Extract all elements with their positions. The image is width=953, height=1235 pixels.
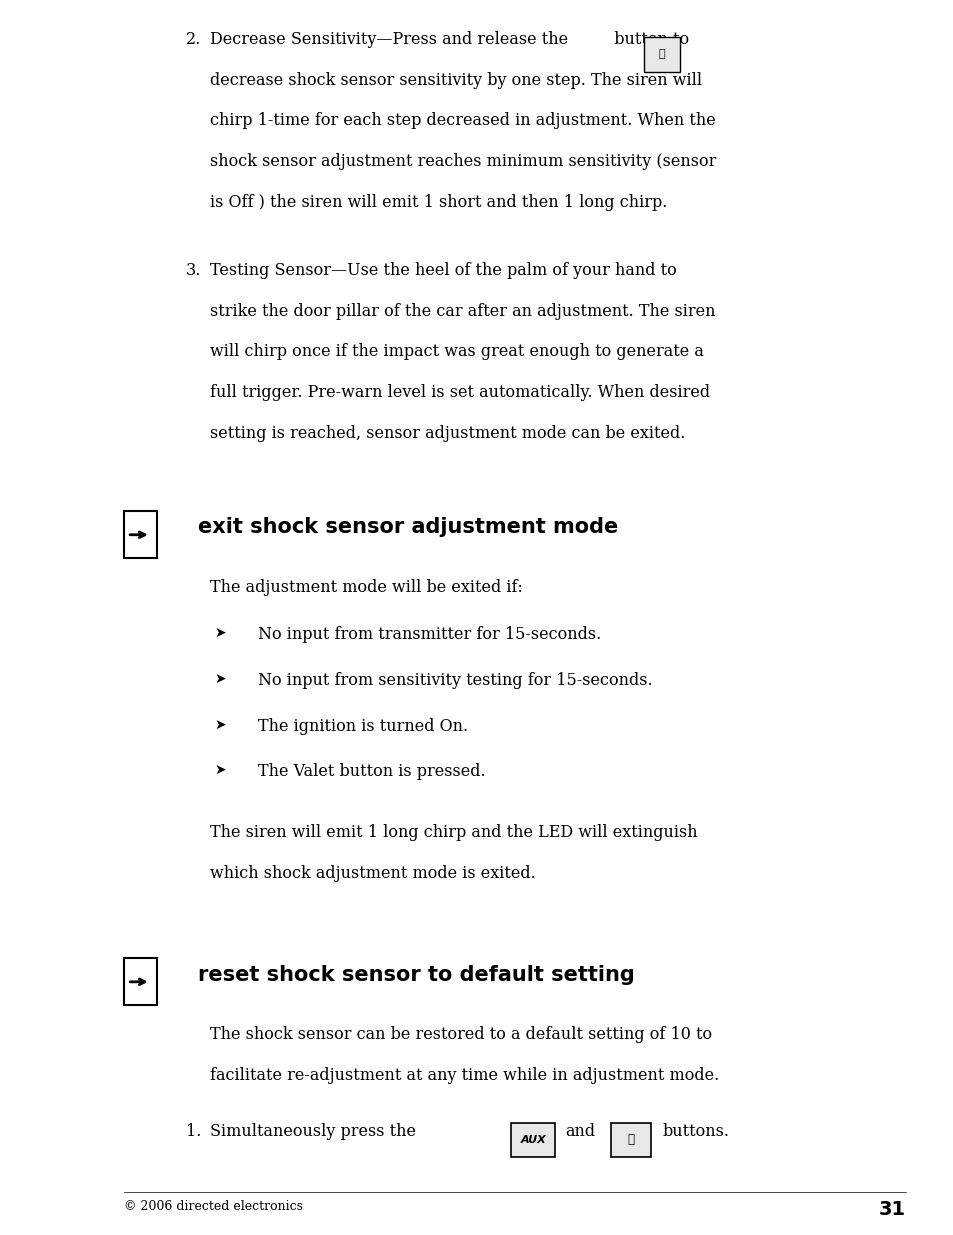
Text: setting is reached, sensor adjustment mode can be exited.: setting is reached, sensor adjustment mo…: [210, 425, 684, 442]
Text: reset shock sensor to default setting: reset shock sensor to default setting: [198, 965, 635, 984]
Text: AUX: AUX: [520, 1135, 545, 1145]
FancyBboxPatch shape: [643, 37, 679, 72]
Text: 31: 31: [879, 1200, 905, 1219]
FancyBboxPatch shape: [511, 1123, 555, 1157]
Text: strike the door pillar of the car after an adjustment. The siren: strike the door pillar of the car after …: [210, 303, 715, 320]
Text: © 2006 directed electronics: © 2006 directed electronics: [124, 1200, 303, 1214]
Text: The Valet button is pressed.: The Valet button is pressed.: [257, 763, 485, 781]
Text: The shock sensor can be restored to a default setting of 10 to: The shock sensor can be restored to a de…: [210, 1026, 711, 1044]
Text: and: and: [564, 1123, 595, 1140]
Text: The adjustment mode will be exited if:: The adjustment mode will be exited if:: [210, 579, 522, 597]
Text: will chirp once if the impact was great enough to generate a: will chirp once if the impact was great …: [210, 343, 703, 361]
Text: No input from transmitter for 15-seconds.: No input from transmitter for 15-seconds…: [257, 626, 600, 643]
Text: exit shock sensor adjustment mode: exit shock sensor adjustment mode: [198, 517, 618, 537]
Text: No input from sensitivity testing for 15-seconds.: No input from sensitivity testing for 15…: [257, 672, 652, 689]
Text: chirp 1-time for each step decreased in adjustment. When the: chirp 1-time for each step decreased in …: [210, 112, 715, 130]
Text: Testing Sensor—Use the heel of the palm of your hand to: Testing Sensor—Use the heel of the palm …: [210, 262, 676, 279]
Text: which shock adjustment mode is exited.: which shock adjustment mode is exited.: [210, 864, 535, 882]
Text: Decrease Sensitivity—Press and release the         button to: Decrease Sensitivity—Press and release t…: [210, 31, 688, 48]
Text: 3.: 3.: [186, 262, 201, 279]
Text: 1.: 1.: [186, 1123, 201, 1140]
Text: facilitate re-adjustment at any time while in adjustment mode.: facilitate re-adjustment at any time whi…: [210, 1067, 719, 1084]
Text: shock sensor adjustment reaches minimum sensitivity (sensor: shock sensor adjustment reaches minimum …: [210, 153, 716, 170]
Text: buttons.: buttons.: [661, 1123, 728, 1140]
Text: full trigger. Pre-warn level is set automatically. When desired: full trigger. Pre-warn level is set auto…: [210, 384, 709, 401]
Text: is Off ) the siren will emit 1 short and then 1 long chirp.: is Off ) the siren will emit 1 short and…: [210, 194, 666, 211]
Text: 🔒: 🔒: [626, 1134, 634, 1146]
Text: The siren will emit 1 long chirp and the LED will extinguish: The siren will emit 1 long chirp and the…: [210, 824, 697, 841]
Text: ➤: ➤: [214, 672, 226, 685]
Text: The ignition is turned On.: The ignition is turned On.: [257, 718, 467, 735]
Text: Simultaneously press the: Simultaneously press the: [210, 1123, 416, 1140]
FancyBboxPatch shape: [124, 511, 156, 558]
Text: 🔒: 🔒: [659, 49, 664, 59]
FancyBboxPatch shape: [124, 958, 156, 1005]
Text: ➤: ➤: [214, 718, 226, 731]
FancyBboxPatch shape: [610, 1123, 650, 1157]
Text: ➤: ➤: [214, 626, 226, 640]
Text: ➤: ➤: [214, 763, 226, 777]
Text: decrease shock sensor sensitivity by one step. The siren will: decrease shock sensor sensitivity by one…: [210, 72, 701, 89]
Text: 2.: 2.: [186, 31, 201, 48]
